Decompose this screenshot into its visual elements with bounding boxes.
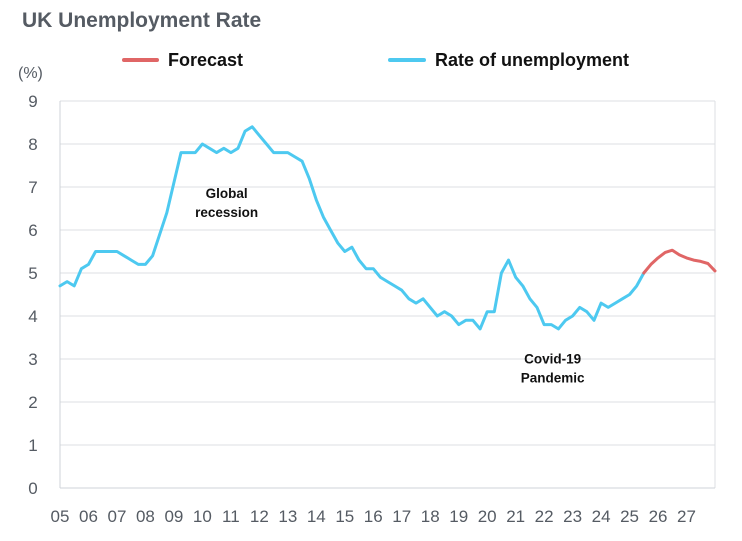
x-tick-label-07: 07 bbox=[107, 507, 126, 526]
x-tick-label-21: 21 bbox=[506, 507, 525, 526]
x-tick-label-09: 09 bbox=[164, 507, 183, 526]
y-tick-label-3: 3 bbox=[28, 350, 37, 369]
y-tick-label-4: 4 bbox=[28, 307, 37, 326]
grid bbox=[59, 100, 716, 489]
x-tick-label-25: 25 bbox=[620, 507, 639, 526]
y-tick-label-1: 1 bbox=[28, 436, 37, 455]
annotation-1-line-1: Pandemic bbox=[521, 370, 585, 385]
x-tick-label-17: 17 bbox=[392, 507, 411, 526]
y-tick-label-9: 9 bbox=[28, 92, 37, 111]
y-axis-ticks: 0 1 2 3 4 5 6 7 8 9 bbox=[28, 92, 37, 498]
x-tick-label-20: 20 bbox=[478, 507, 497, 526]
x-tick-label-27: 27 bbox=[677, 507, 696, 526]
x-tick-label-23: 23 bbox=[563, 507, 582, 526]
chart-title: UK Unemployment Rate bbox=[22, 9, 261, 32]
y-tick-label-0: 0 bbox=[28, 479, 37, 498]
x-tick-label-15: 15 bbox=[335, 507, 354, 526]
annotation-1-line-0: Covid-19 bbox=[524, 351, 581, 366]
series-lines bbox=[58, 125, 717, 331]
x-tick-label-10: 10 bbox=[193, 507, 212, 526]
x-tick-label-19: 19 bbox=[449, 507, 468, 526]
legend: Forecast Rate of unemployment bbox=[122, 50, 629, 70]
annotations: Global recession Covid-19 Pandemic bbox=[195, 186, 585, 386]
annotation-0: Global recession bbox=[195, 186, 258, 220]
x-tick-label-05: 05 bbox=[51, 507, 70, 526]
x-tick-label-12: 12 bbox=[250, 507, 269, 526]
y-tick-label-7: 7 bbox=[28, 178, 37, 197]
legend-label-0: Forecast bbox=[168, 50, 243, 70]
x-tick-label-18: 18 bbox=[421, 507, 440, 526]
series-line-rate-of-unemployment bbox=[58, 125, 646, 331]
y-tick-label-8: 8 bbox=[28, 135, 37, 154]
x-tick-label-22: 22 bbox=[535, 507, 554, 526]
x-tick-label-16: 16 bbox=[364, 507, 383, 526]
x-axis-ticks: 05 06 07 08 09 10 11 12 13 14 15 16 17 18 19 20 21 22 23 24… bbox=[51, 507, 696, 526]
y-tick-label-6: 6 bbox=[28, 221, 37, 240]
annotation-1: Covid-19 Pandemic bbox=[521, 351, 585, 385]
annotation-0-line-0: Global bbox=[206, 186, 248, 201]
y-axis-unit-label: (%) bbox=[18, 65, 43, 82]
series-line-forecast bbox=[642, 248, 717, 275]
x-tick-label-13: 13 bbox=[278, 507, 297, 526]
y-tick-label-5: 5 bbox=[28, 264, 37, 283]
x-tick-label-08: 08 bbox=[136, 507, 155, 526]
x-tick-label-26: 26 bbox=[649, 507, 668, 526]
y-tick-label-2: 2 bbox=[28, 393, 37, 412]
annotation-0-line-1: recession bbox=[195, 205, 258, 220]
x-tick-label-06: 06 bbox=[79, 507, 98, 526]
x-tick-label-14: 14 bbox=[307, 507, 326, 526]
x-tick-label-11: 11 bbox=[222, 507, 240, 526]
legend-label-1: Rate of unemployment bbox=[435, 50, 629, 70]
x-tick-label-24: 24 bbox=[592, 507, 611, 526]
